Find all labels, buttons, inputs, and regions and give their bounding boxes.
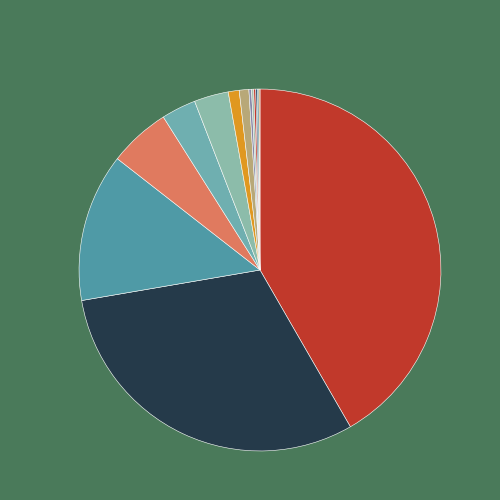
Wedge shape [118,117,260,270]
Wedge shape [256,89,260,270]
Wedge shape [249,89,260,270]
Wedge shape [164,102,260,270]
Wedge shape [252,89,260,270]
Wedge shape [228,90,260,270]
Wedge shape [194,92,260,270]
Wedge shape [82,270,350,451]
Wedge shape [258,89,260,270]
Wedge shape [254,89,260,270]
Wedge shape [259,89,260,270]
Wedge shape [79,158,260,300]
Wedge shape [260,89,441,427]
Wedge shape [239,90,260,270]
